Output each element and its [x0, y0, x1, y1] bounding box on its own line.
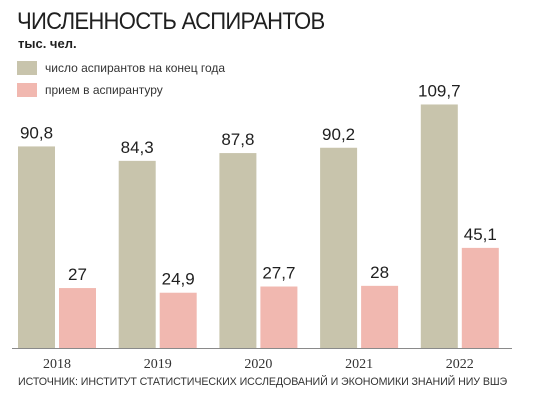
- data-label-admission-2020: 27,7: [262, 264, 295, 283]
- legend-item-admission: прием в аспирантуру: [17, 83, 163, 97]
- source-note: ИСТОЧНИК: ИНСТИТУТ СТАТИСТИЧЕСКИХ ИССЛЕД…: [18, 376, 508, 388]
- x-tick-label-2021: 2021: [345, 357, 373, 372]
- legend-label-admission: прием в аспирантуру: [45, 83, 163, 97]
- data-label-students-2018: 90,8: [20, 123, 53, 142]
- chart-subtitle: тыс. чел.: [18, 36, 77, 51]
- bar-admission-2019: [159, 292, 197, 348]
- legend-swatch-admission: [17, 83, 37, 97]
- legend-item-students: число аспирантов на конец года: [17, 61, 225, 75]
- data-label-students-2019: 84,3: [121, 138, 154, 157]
- data-label-admission-2018: 27: [68, 265, 87, 284]
- bar-students-2020: [219, 153, 257, 348]
- data-label-admission-2019: 24,9: [162, 270, 195, 289]
- legend-label-students: число аспирантов на конец года: [45, 61, 226, 75]
- data-label-admission-2021: 28: [370, 263, 389, 282]
- x-tick-label-2020: 2020: [244, 357, 272, 372]
- bar-students-2021: [320, 147, 358, 348]
- data-label-admission-2022: 45,1: [464, 225, 497, 244]
- x-tick-label-2022: 2022: [446, 357, 474, 372]
- bar-admission-2022: [461, 247, 499, 348]
- data-label-students-2021: 90,2: [322, 125, 355, 144]
- legend-swatch-students: [17, 61, 37, 75]
- bar-admission-2020: [260, 286, 298, 348]
- chart-title: ЧИСЛЕННОСТЬ АСПИРАНТОВ: [17, 8, 325, 35]
- data-label-students-2022: 109,7: [418, 81, 461, 100]
- data-label-students-2020: 87,8: [221, 130, 254, 149]
- bar-admission-2018: [59, 288, 96, 348]
- x-tick-label-2019: 2019: [144, 357, 172, 372]
- bar-students-2022: [420, 104, 458, 348]
- x-tick-label-2018: 2018: [43, 357, 71, 372]
- bar-admission-2021: [361, 285, 399, 348]
- bar-students-2019: [118, 160, 156, 348]
- bar-students-2018: [18, 146, 55, 348]
